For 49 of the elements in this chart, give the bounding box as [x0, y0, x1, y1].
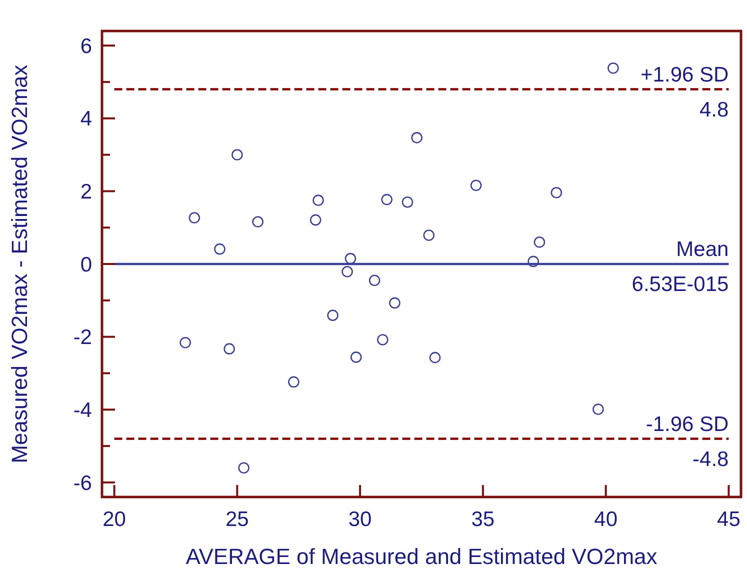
point — [214, 243, 226, 255]
point — [389, 297, 400, 309]
point — [342, 266, 353, 278]
point — [288, 376, 300, 388]
y-tick-label: 4 — [80, 108, 92, 131]
point — [377, 334, 388, 346]
ref-line-label: Mean — [676, 238, 729, 261]
point — [423, 230, 435, 241]
point — [180, 336, 191, 348]
x-tick-label: 20 — [102, 508, 126, 531]
point — [312, 194, 324, 206]
point — [429, 352, 441, 364]
y-tick-label: -6 — [73, 472, 92, 495]
point — [252, 216, 264, 228]
point — [534, 236, 546, 248]
annotation: 6.53E-015 — [632, 273, 729, 296]
y-tick-label: 6 — [80, 34, 92, 58]
point — [188, 212, 200, 224]
y-tick-label: -2 — [73, 326, 92, 350]
x-tick-label: 45 — [717, 508, 740, 531]
point — [232, 149, 243, 160]
x-tick-label: 35 — [471, 508, 495, 531]
x-tick-label: 25 — [225, 508, 249, 531]
point — [381, 194, 392, 206]
point — [550, 186, 562, 198]
point — [344, 252, 356, 264]
point — [350, 352, 362, 363]
x-axis-title: AVERAGE of Measured and Estimated VO2max — [186, 544, 658, 569]
annotation: -4.8 — [692, 448, 729, 471]
point — [470, 180, 482, 192]
y-tick-label: 0 — [80, 253, 92, 276]
y-tick-label: 2 — [80, 180, 92, 204]
point — [224, 343, 235, 354]
annotation: 4.8 — [700, 98, 729, 122]
y-tick-label: -4 — [73, 398, 92, 422]
point — [592, 404, 604, 415]
point — [310, 214, 322, 226]
point — [528, 256, 539, 268]
ref-line-label: -1.96 SD — [646, 412, 729, 436]
point — [327, 310, 338, 321]
point — [411, 132, 422, 144]
y-axis-title: Measured VO2max - Estimated VO2max — [7, 64, 32, 464]
point — [368, 274, 380, 286]
x-tick-label: 40 — [594, 508, 618, 531]
point — [402, 196, 414, 208]
point — [238, 462, 250, 474]
point — [608, 62, 619, 74]
ref-line-label: +1.96 SD — [640, 63, 729, 86]
x-tick-label: 30 — [348, 508, 372, 531]
